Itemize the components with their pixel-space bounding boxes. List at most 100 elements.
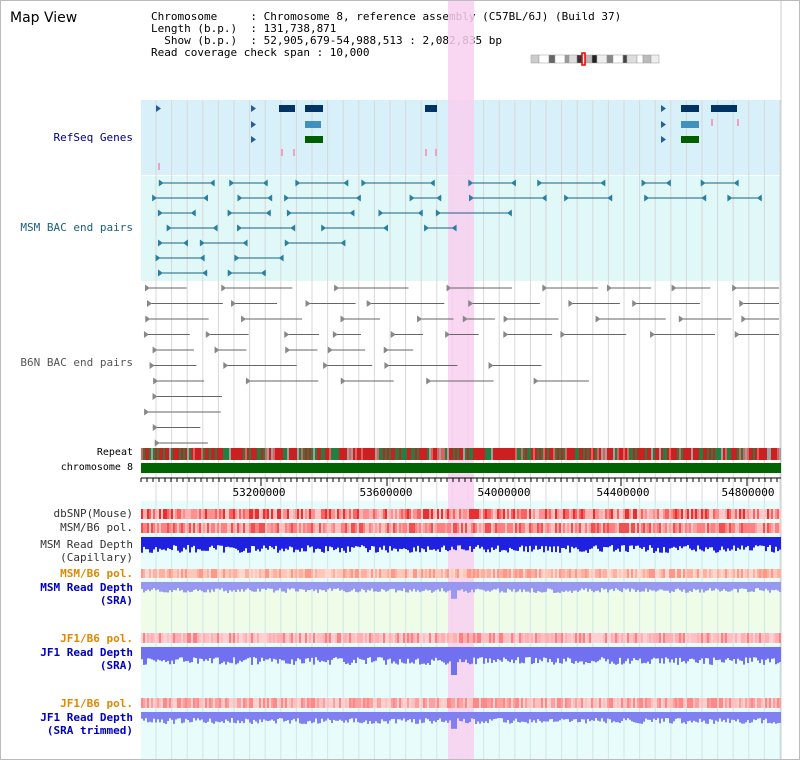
jf1-depth-sra-bar — [465, 647, 467, 660]
msm-bac-end — [190, 209, 196, 217]
dbsnp-cell — [391, 509, 393, 519]
msm-pol2-cell — [255, 569, 257, 578]
jf1-depth-trim-bar — [471, 712, 473, 719]
jf1-depth-trim-bar — [307, 712, 309, 722]
msm-depth-sra-bar — [299, 582, 301, 590]
msm-depth-sra-bar — [581, 582, 583, 589]
msm-pol-cell — [733, 523, 735, 533]
jf1-pol-cell — [269, 633, 271, 643]
msm-pol-cell — [599, 523, 601, 533]
jf1-pol2-cell — [477, 698, 479, 708]
msm-pol2-cell — [381, 569, 383, 578]
repeat-element — [245, 448, 247, 460]
refseq-genes-label[interactable]: RefSeq Genes — [53, 131, 133, 144]
jf1-pol2-cell — [421, 698, 423, 708]
repeat-element — [589, 448, 591, 460]
msm-pol2-cell — [455, 569, 457, 578]
dbsnp-cell — [477, 509, 479, 519]
dbsnp-cell — [361, 509, 363, 519]
jf1-depth-trim-bar — [325, 712, 327, 721]
msm-depth-sra-bar — [451, 582, 453, 599]
dbsnp-cell — [473, 509, 475, 519]
jf1-depth-sra-bar — [489, 647, 491, 659]
repeat-element — [229, 448, 231, 460]
msm-pol2-cell — [451, 569, 453, 578]
dbsnp-cell — [253, 509, 255, 519]
msm-pol-cell — [729, 523, 731, 533]
jf1-depth-sra-bar — [295, 647, 297, 662]
jf1-depth-sra-bar — [243, 647, 245, 661]
msm-pol-cell — [155, 523, 157, 533]
msm-pol2-cell — [637, 569, 639, 578]
msm-depth-sra-bar — [475, 582, 477, 590]
jf1-depth-sra-bar — [625, 647, 627, 662]
b6n-bac-end — [503, 331, 509, 338]
refseq-gene — [279, 105, 295, 112]
jf1-pol2-cell — [437, 698, 439, 708]
repeat-element — [653, 448, 655, 460]
jf1-depth-sra-bar — [385, 647, 387, 665]
repeat-element — [447, 448, 449, 460]
jf1-pol-cell — [613, 633, 615, 643]
jf1-pol2-cell — [777, 698, 779, 708]
jf1-depth-sra-bar — [337, 647, 339, 659]
msm-depth-sra-bar — [565, 582, 567, 591]
msm-depth-sra-bar — [739, 582, 741, 589]
jf1-depth-sra-bar — [165, 647, 167, 663]
jf1-pol-cell — [547, 633, 549, 643]
msm-depth-cap-bar — [551, 537, 553, 553]
msm-pol2-cell — [285, 569, 287, 578]
jf1-depth-sra-bar — [377, 647, 379, 658]
msm-depth-sra-bar — [685, 582, 687, 593]
jf1-depth-trim-bar — [491, 712, 493, 721]
jf1-depth-sra-bar — [567, 647, 569, 658]
jf1-pol2-cell — [253, 698, 255, 708]
jf1-pol-cell — [517, 633, 519, 643]
repeat-element — [513, 448, 515, 460]
msm-pol-cell — [145, 523, 147, 533]
msm-depth-cap-bar — [527, 537, 529, 553]
jf1-depth-sra-bar — [499, 647, 501, 661]
jf1-depth-sra-bar — [279, 647, 281, 660]
msm-bac-end — [756, 194, 762, 202]
msm-pol2-cell — [469, 569, 471, 578]
jf1-pol2-cell — [521, 698, 523, 708]
msm-pol2-cell — [209, 569, 211, 578]
b6n-bac-end — [214, 346, 220, 354]
msm-pol-cell — [199, 523, 201, 533]
msm-depth-cap-label2: (Capillary) — [60, 551, 133, 564]
msm-depth-sra-bar — [773, 582, 775, 591]
msm-pol-cell — [143, 523, 145, 533]
msm-bac-label[interactable]: MSM BAC end pairs — [20, 221, 133, 234]
repeat-element — [585, 448, 587, 460]
jf1-pol2-cell — [171, 698, 173, 708]
dbsnp-cell — [269, 509, 271, 519]
repeat-element — [399, 448, 401, 460]
jf1-pol2-cell — [587, 698, 589, 708]
jf1-pol-cell — [473, 633, 475, 643]
msm-depth-sra-bar — [257, 582, 259, 589]
jf1-pol2-cell — [457, 698, 459, 708]
dbsnp-cell — [277, 509, 279, 519]
jf1-pol2-cell — [257, 698, 259, 708]
msm-pol2-cell — [145, 569, 147, 578]
msm-pol2-cell — [607, 569, 609, 578]
jf1-depth-sra-bar — [701, 647, 703, 659]
msm-pol2-cell — [299, 569, 301, 578]
b6n-bac-label[interactable]: B6N BAC end pairs — [20, 356, 133, 369]
jf1-depth-sra-bar — [391, 647, 393, 664]
repeat-element — [371, 448, 373, 460]
msm-depth-sra-bar — [603, 582, 605, 590]
dbsnp-cell — [357, 509, 359, 519]
jf1-depth-sra-bar — [515, 647, 517, 661]
msm-pol-cell — [419, 523, 421, 533]
jf1-pol-cell — [239, 633, 241, 643]
jf1-pol-cell — [467, 633, 469, 643]
jf1-depth-sra-bar — [745, 647, 747, 658]
msm-pol-cell — [491, 523, 493, 533]
msm-depth-sra-bar — [195, 582, 197, 590]
jf1-pol2-cell — [571, 698, 573, 708]
jf1-depth-sra-bar — [179, 647, 181, 658]
